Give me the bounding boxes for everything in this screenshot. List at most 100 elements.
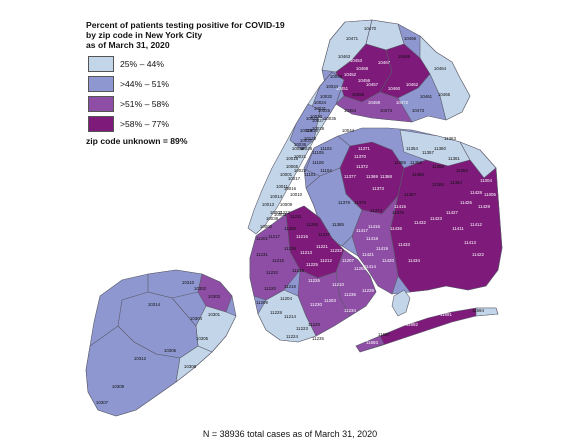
zip-label: 11415 (394, 204, 406, 209)
zip-label: 10451 (336, 86, 349, 91)
legend-item: >58% – 77% (88, 116, 288, 132)
zip-label: 10019 (300, 128, 313, 133)
zip-label: 11205 (284, 226, 296, 231)
region-brooklyn-southwest (257, 289, 317, 343)
zip-label: 11211 (290, 214, 302, 219)
zip-label: 11379 (354, 200, 366, 205)
zip-label: 11206 (306, 222, 318, 227)
zip-label: 11236 (344, 292, 356, 297)
legend-swatch-3 (88, 96, 114, 112)
zip-label: 11693 (366, 340, 378, 345)
zip-label: 10031 (314, 106, 327, 111)
zip-label: 11229 (308, 322, 320, 327)
zip-label: 10013 (262, 202, 275, 207)
zip-label: 11224 (286, 334, 298, 339)
legend-label-4: >58% – 77% (120, 119, 169, 129)
region-si-southeast (175, 345, 213, 383)
zip-label: 10009 (280, 202, 293, 207)
total-cases-footnote: N = 38936 total cases as of March 31, 20… (202, 429, 378, 439)
region-queens-south (351, 195, 399, 295)
zip-label: 11225 (306, 262, 318, 267)
zip-label: 10034 (326, 84, 339, 89)
title-line-3: as of March 31, 2020 (86, 40, 170, 50)
zip-label: 11005 (484, 192, 496, 197)
zip-label: 11360 (434, 146, 446, 151)
zip-label: 11434 (408, 258, 420, 263)
zip-label: 10457 (366, 82, 379, 87)
zip-label: 11420 (382, 258, 394, 263)
zip-label: 11228 (270, 310, 282, 315)
zip-label: 10456 (358, 78, 371, 83)
zip-label: 10011 (276, 184, 288, 189)
zip-label: 10032 (320, 94, 333, 99)
legend-swatch-1 (88, 56, 114, 72)
zip-label: 11102 (320, 146, 332, 151)
zip-label: 10003 (274, 212, 287, 217)
legend-swatch-2 (88, 76, 114, 92)
zip-label: 11414 (364, 264, 376, 269)
zip-label: 11207 (342, 258, 354, 263)
zip-label: 11209 (256, 300, 268, 305)
zip-label: 11226 (308, 278, 320, 283)
zip-label: 11375 (392, 210, 404, 215)
region-brooklyn-west (249, 213, 301, 301)
zip-label: 10474 (380, 108, 393, 113)
zip-label: 11371 (358, 146, 370, 151)
zip-label: 10471 (346, 36, 359, 41)
zip-label: 11412 (470, 222, 482, 227)
zip-label: 11421 (362, 252, 374, 257)
zip-label: 10468 (356, 66, 369, 71)
zip-label: 11204 (280, 296, 292, 301)
zip-label: 11417 (356, 228, 368, 233)
zip-label: 10038 (266, 216, 279, 221)
legend-swatch-4 (88, 116, 114, 132)
zip-label: 10017 (288, 176, 301, 181)
zip-label: 11217 (268, 234, 280, 239)
title-line-2: by zip code in New York City (86, 30, 203, 40)
zip-label: 10026 (306, 128, 319, 133)
zip-label: 10030 (310, 114, 323, 119)
zip-label: 11372 (356, 164, 368, 169)
zip-label: 10303 (208, 294, 221, 299)
zip-label: 10459 (368, 100, 381, 105)
zip-label: 11418 (366, 236, 378, 241)
zip-label: 11220 (264, 286, 276, 291)
zip-label: 10463 (338, 54, 351, 59)
zip-label: 11411 (452, 226, 464, 231)
zip-label: 10465 (438, 92, 451, 97)
zip-label: 10472 (396, 100, 409, 105)
zip-label: 11234 (344, 308, 356, 313)
zip-label: 11214 (284, 314, 296, 319)
zip-label: 11208 (354, 266, 366, 271)
zip-label: 10305 (196, 336, 209, 341)
zip-label: 11213 (300, 250, 312, 255)
zip-label: 11363 (444, 136, 456, 141)
zip-label: 11106 (312, 160, 324, 165)
zip-label: 11369 (366, 174, 378, 179)
zip-label: 11373 (372, 186, 384, 191)
zip-label: 10037 (300, 138, 313, 143)
zip-label: 11428 (470, 190, 482, 195)
zip-label: 10310 (182, 280, 195, 285)
zip-label: 11377 (344, 174, 356, 179)
zip-label: 11222 (278, 210, 290, 215)
zip-label: 10467 (378, 60, 391, 65)
zip-label: 11427 (446, 210, 458, 215)
zip-label: 10307 (96, 400, 109, 405)
zip-label: 10301 (208, 312, 221, 317)
zip-label: 11416 (368, 224, 380, 229)
zip-label: 10128 (304, 136, 317, 141)
zip-label: 10473 (412, 108, 425, 113)
zip-label: 10453 (350, 58, 363, 63)
zip-label: 11223 (296, 326, 308, 331)
zip-label: 11218 (292, 268, 304, 273)
zip-label: 11004 (480, 178, 492, 183)
zip-label: 11423 (430, 216, 442, 221)
zip-label: 11362 (456, 168, 468, 173)
zip-label: 10302 (194, 286, 207, 291)
zip-label: 10002 (260, 224, 273, 229)
zip-label: 11237 (318, 232, 330, 237)
zip-label: 10455 (352, 92, 365, 97)
zip-label: 11210 (332, 282, 344, 287)
zip-label: 10040 (330, 74, 343, 79)
